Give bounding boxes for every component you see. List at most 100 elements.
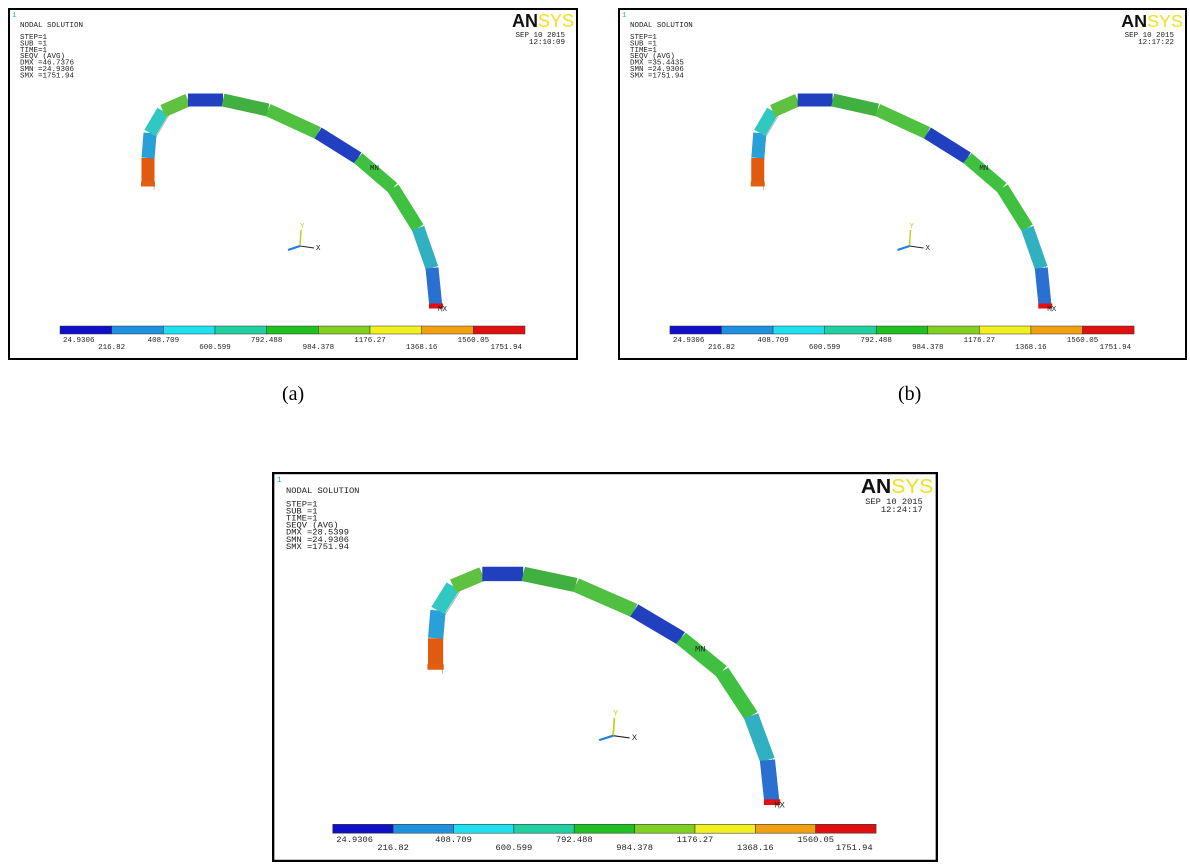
legend-label: 1176.27 bbox=[964, 337, 995, 345]
title: NODAL SOLUTION bbox=[630, 22, 693, 30]
axis-x-label: X bbox=[925, 245, 930, 253]
legend-label: 792.488 bbox=[556, 835, 593, 845]
legend-bin bbox=[333, 824, 393, 833]
legend-label: 24.9306 bbox=[673, 337, 704, 345]
axis-y bbox=[909, 230, 910, 246]
legend-bin bbox=[876, 326, 928, 334]
title: NODAL SOLUTION bbox=[20, 22, 83, 30]
legend-label: 1560.05 bbox=[1067, 337, 1099, 345]
logo-dark: AN bbox=[861, 476, 891, 498]
time: 12:17:22 bbox=[1138, 39, 1174, 47]
structure-segment bbox=[1041, 268, 1045, 308]
legend-bin bbox=[773, 326, 825, 334]
figure: 1NODAL SOLUTIONSTEP=1SUB =1TIME=1SEQV (A… bbox=[0, 0, 1190, 866]
legend-label: 216.82 bbox=[377, 843, 408, 853]
structure-segment bbox=[148, 133, 150, 158]
legend-label: 600.599 bbox=[809, 344, 840, 352]
window-number: 1 bbox=[12, 12, 17, 20]
caption: (b) bbox=[898, 383, 921, 406]
legend-bin bbox=[393, 824, 453, 833]
legend-bin bbox=[267, 326, 319, 334]
legend-label: 1368.16 bbox=[406, 344, 438, 352]
axis-x-label: X bbox=[316, 245, 321, 253]
legend-bin bbox=[979, 326, 1031, 334]
time: 12:10:09 bbox=[529, 39, 565, 47]
legend-bin bbox=[112, 326, 164, 334]
legend-bin bbox=[1031, 326, 1083, 334]
legend-label: 24.9306 bbox=[336, 835, 373, 845]
max-label: MX bbox=[1047, 306, 1056, 314]
legend-label: 24.9306 bbox=[63, 337, 95, 345]
legend-bin bbox=[370, 326, 422, 334]
ansys-window: 1NODAL SOLUTIONSTEP=1SUB =1TIME=1SEQV (A… bbox=[272, 472, 938, 862]
info-line: SMX =1751.94 bbox=[630, 72, 684, 80]
legend-label: 1560.05 bbox=[458, 337, 490, 345]
legend-label: 1751.94 bbox=[1100, 344, 1132, 352]
axis-x-label: X bbox=[632, 733, 637, 743]
axis-y-label: Y bbox=[300, 223, 305, 231]
window-number: 1 bbox=[622, 12, 627, 20]
legend-bin bbox=[453, 824, 513, 833]
legend-label: 792.488 bbox=[251, 337, 283, 345]
legend-label: 792.488 bbox=[861, 337, 892, 345]
legend-label: 984.378 bbox=[616, 843, 653, 853]
legend-bin bbox=[215, 326, 267, 334]
legend-label: 1751.94 bbox=[836, 843, 873, 853]
logo-light: SYS bbox=[891, 476, 933, 498]
min-label: MN bbox=[370, 165, 379, 173]
legend-bin bbox=[163, 326, 215, 334]
structure-segment bbox=[432, 268, 436, 308]
legend-bin bbox=[825, 326, 877, 334]
legend-label: 984.378 bbox=[303, 344, 335, 352]
window-number: 1 bbox=[277, 475, 282, 485]
legend-bin bbox=[816, 824, 876, 833]
legend-bin bbox=[422, 326, 474, 334]
legend-label: 1368.16 bbox=[737, 843, 774, 853]
legend-label: 216.82 bbox=[98, 344, 125, 352]
logo-dark: AN bbox=[512, 11, 538, 31]
legend-label: 408.709 bbox=[435, 835, 472, 845]
min-label: MN bbox=[979, 165, 988, 173]
logo: ANSYS bbox=[1121, 11, 1183, 31]
logo-dark: AN bbox=[1121, 11, 1147, 31]
legend-bin bbox=[695, 824, 755, 833]
logo-light: SYS bbox=[1147, 11, 1183, 31]
legend-bin bbox=[1083, 326, 1135, 334]
time: 12:24:17 bbox=[881, 505, 923, 515]
legend-label: 1176.27 bbox=[677, 835, 714, 845]
legend-bin bbox=[928, 326, 980, 334]
min-label: MN bbox=[695, 645, 706, 655]
max-label: MX bbox=[774, 801, 785, 811]
legend-label: 1751.94 bbox=[490, 344, 522, 352]
logo: ANSYS bbox=[512, 11, 574, 31]
structure-segment bbox=[758, 133, 760, 158]
legend-bin bbox=[635, 824, 695, 833]
info-line: SMX =1751.94 bbox=[286, 542, 349, 552]
legend-label: 1176.27 bbox=[354, 337, 386, 345]
legend-label: 408.709 bbox=[757, 337, 788, 345]
legend-label: 1368.16 bbox=[1015, 344, 1046, 352]
legend-label: 1560.05 bbox=[797, 835, 834, 845]
window-border bbox=[273, 473, 937, 861]
max-label: MX bbox=[438, 306, 448, 314]
legend-bin bbox=[60, 326, 112, 334]
ansys-window: 1NODAL SOLUTIONSTEP=1SUB =1TIME=1SEQV (A… bbox=[8, 8, 578, 360]
info-line: SMX =1751.94 bbox=[20, 72, 75, 80]
logo: ANSYS bbox=[861, 476, 933, 498]
legend-label: 600.599 bbox=[496, 843, 533, 853]
axis-y bbox=[613, 718, 614, 736]
structure-segment bbox=[436, 610, 438, 638]
legend-bin bbox=[670, 326, 722, 334]
title: NODAL SOLUTION bbox=[286, 486, 359, 496]
legend-label: 408.709 bbox=[148, 337, 180, 345]
window-border bbox=[619, 9, 1186, 359]
legend-bin bbox=[514, 824, 574, 833]
window-border bbox=[9, 9, 577, 359]
legend-bin bbox=[755, 824, 815, 833]
legend-bin bbox=[473, 326, 525, 334]
axis-y bbox=[300, 230, 301, 246]
logo-light: SYS bbox=[538, 11, 574, 31]
axis-y-label: Y bbox=[613, 709, 618, 719]
legend-bin bbox=[574, 824, 634, 833]
